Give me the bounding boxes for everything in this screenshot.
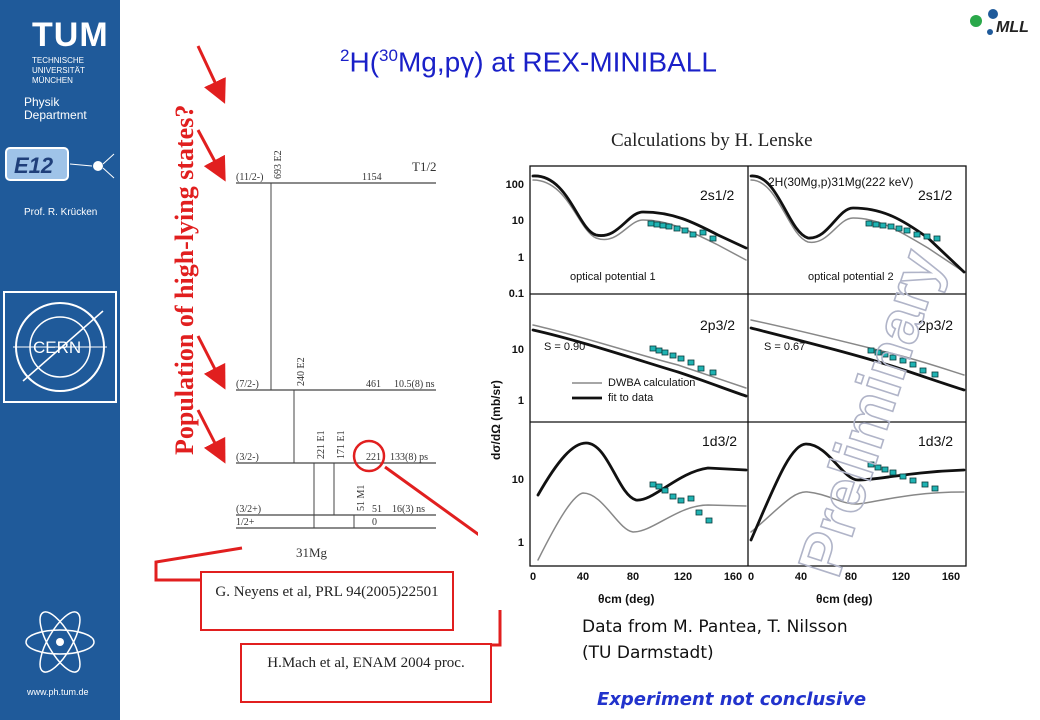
level-energy: 51	[372, 504, 382, 515]
transition-label: 221 E1	[316, 430, 327, 459]
x-tick: 120	[892, 571, 910, 583]
transition-label: 240 E2	[296, 357, 307, 386]
state-label: 2p3/2	[918, 317, 953, 333]
y-tick: 10	[512, 215, 524, 227]
level-energy: 0	[372, 517, 377, 528]
level-energy: 1154	[362, 172, 382, 183]
professor-name: Prof. R. Krücken	[24, 207, 98, 218]
x-tick: 80	[845, 571, 857, 583]
x-axis-label: θcm (deg)	[598, 592, 655, 606]
level-spin: (7/2-)	[236, 379, 259, 390]
level-spin: (11/2-)	[236, 172, 263, 183]
nucleus-label: 31Mg	[296, 545, 328, 560]
y-tick: 10	[512, 474, 524, 486]
level-energy: 461	[366, 379, 381, 390]
data-points	[647, 220, 941, 524]
transition-label: 171 E1	[336, 430, 347, 459]
state-label: 1d3/2	[918, 433, 953, 449]
x-tick: 80	[627, 571, 639, 583]
state-label: 2s1/2	[918, 187, 952, 203]
y-tick: 0.1	[509, 288, 524, 300]
mll-logo-text: MLL	[996, 19, 1029, 36]
y-tick: 100	[506, 179, 524, 191]
e12-logo: E12	[4, 146, 116, 184]
x-axis-label: θcm (deg)	[816, 592, 873, 606]
level-halflife: 16(3) ns	[392, 504, 425, 515]
level-spin: (3/2-)	[236, 452, 259, 463]
y-tick: 1	[518, 252, 524, 264]
panel-text: optical potential 2	[808, 271, 894, 283]
pointer-arrows	[196, 45, 226, 464]
x-tick: 40	[577, 571, 589, 583]
level-halflife: 133(8) ps	[390, 452, 428, 463]
highlight-circle	[352, 439, 386, 473]
panel-text: S = 0.67	[764, 341, 805, 353]
y-tick: 1	[518, 537, 524, 549]
y-axis-label: dσ/dΩ (mb/sr)	[489, 380, 503, 460]
transition-label: 51 M1	[356, 485, 367, 511]
cern-logo: CERN	[3, 291, 117, 403]
cern-logo-text: CERN	[33, 338, 81, 357]
conclusion-text: Experiment not conclusive	[597, 689, 867, 710]
state-label: 2p3/2	[700, 317, 735, 333]
panel-text: optical potential 1	[570, 271, 656, 283]
sidebar: TUM TECHNISCHE UNIVERSITÄT MÜNCHEN Physi…	[0, 0, 120, 720]
level-spin: 1/2+	[236, 517, 255, 528]
data-source-note: Data from M. Pantea, T. Nilsson (TU Darm…	[582, 617, 848, 663]
reference-mach: H.Mach et al, ENAM 2004 proc.	[240, 643, 492, 703]
level-scheme: T1/2 (11/2-) (7/2-) (3/2-) (3/2+) 1/2+ 1…	[236, 150, 437, 560]
calc-title: Calculations by H. Lenske	[611, 130, 813, 151]
x-tick: 160	[724, 571, 742, 583]
legend-fit: fit to data	[608, 392, 654, 404]
cross-section-plot: 100 10 1 0.1 10 1 10 1 dσ/dΩ (mb/sr) 0 4…	[478, 160, 978, 610]
level-halflife: 10.5(8) ns	[394, 379, 435, 390]
panel-text: S = 0.90	[544, 341, 585, 353]
legend-dwba: DWBA calculation	[608, 377, 695, 389]
e12-logo-text: E12	[14, 153, 54, 178]
y-tick: 10	[512, 344, 524, 356]
university-name: TECHNISCHE UNIVERSITÄT MÜNCHEN	[32, 56, 85, 85]
x-tick: 40	[795, 571, 807, 583]
reference-neyens: G. Neyens et al, PRL 94(2005)22501	[200, 571, 454, 631]
mll-logo: MLL	[968, 5, 1038, 41]
level-spin: (3/2+)	[236, 504, 261, 515]
x-tick: 0	[530, 571, 536, 583]
x-tick: 160	[942, 571, 960, 583]
slide-title: 2H(30Mg,pγ) at REX-MINIBALL	[340, 46, 717, 78]
x-tick: 0	[748, 571, 754, 583]
department-name: Physik Department	[24, 95, 87, 122]
halflife-header: T1/2	[412, 159, 437, 174]
atom-icon	[22, 604, 98, 680]
x-tick: 120	[674, 571, 692, 583]
state-label: 2s1/2	[700, 187, 734, 203]
tum-logo: TUM	[32, 16, 109, 54]
transition-label: 693 E2	[273, 150, 284, 179]
state-label: 1d3/2	[702, 433, 737, 449]
reaction-label: 2H(30Mg,p)31Mg(222 keV)	[768, 175, 913, 189]
department-url: www.ph.tum.de	[27, 687, 89, 697]
y-tick: 1	[518, 395, 524, 407]
level-energy: 221	[366, 452, 381, 463]
